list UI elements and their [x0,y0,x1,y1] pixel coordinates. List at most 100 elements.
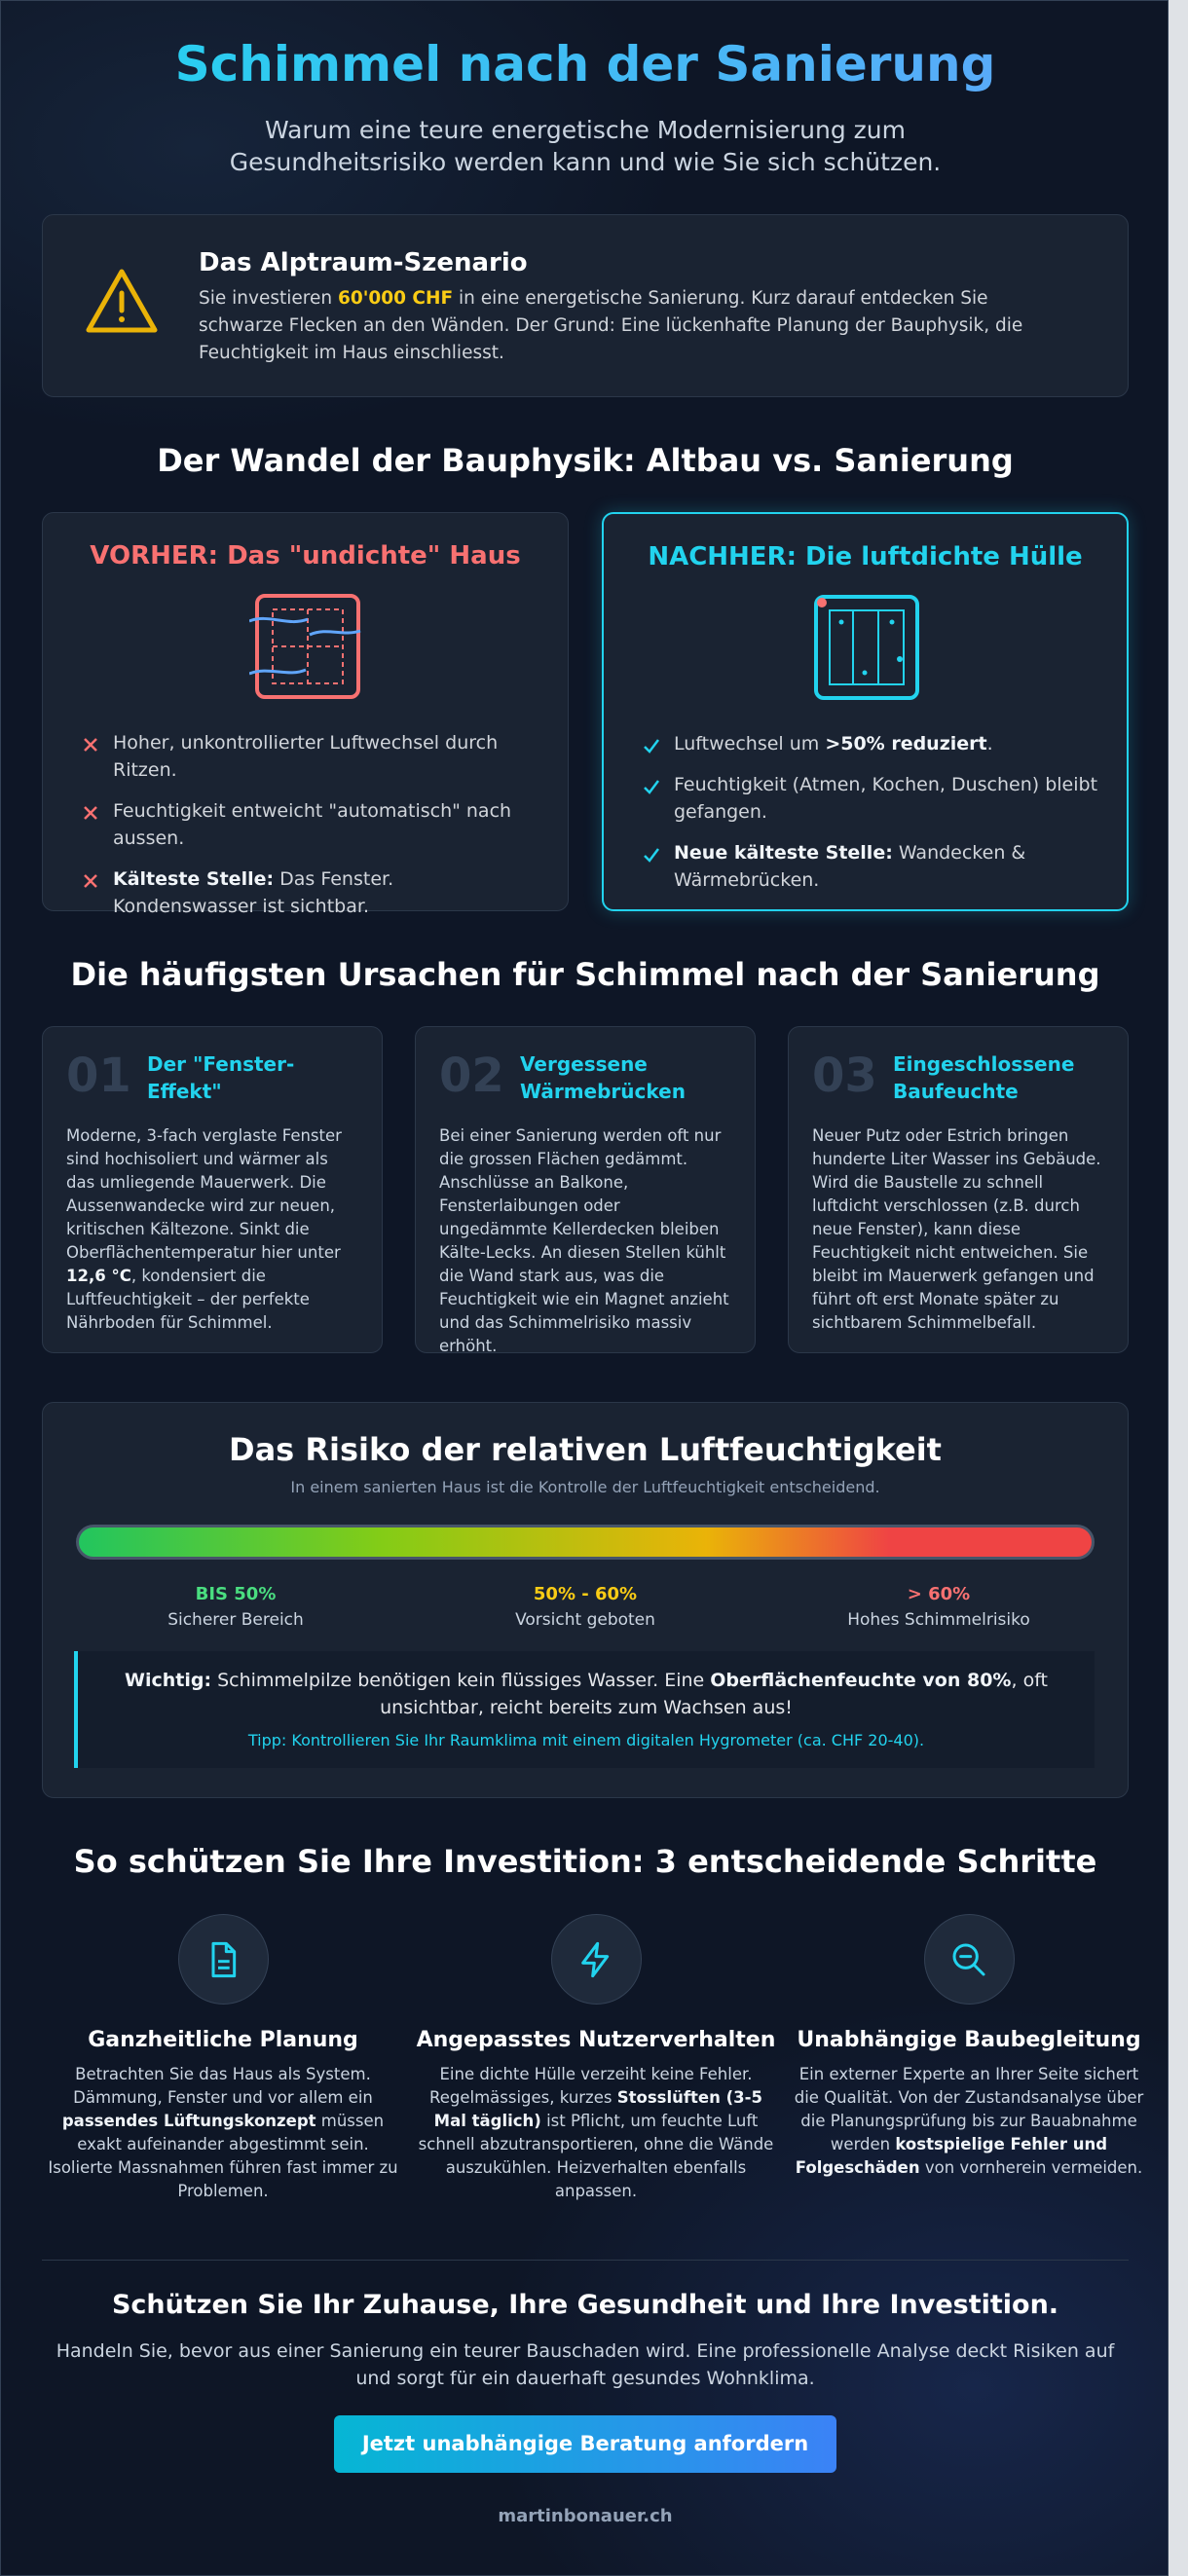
zone-label: BIS 50% [195,1584,277,1604]
step-title: Angepasstes Nutzerverhalten [416,2028,776,2052]
comparison-heading: Der Wandel der Bauphysik: Altbau vs. San… [157,442,1014,479]
cta: Schützen Sie Ihr Zuhause, Ihre Gesundhei… [42,2287,1129,2526]
cause-card: 03 Eingeschlossene Baufeuchte Neuer Putz… [788,1026,1129,1353]
step-title: Unabhängige Baubegleitung [797,2028,1141,2052]
zone-description: Hohes Schimmelrisiko [847,1610,1030,1630]
humidity-card: Das Risiko der relativen Luftfeuchtigkei… [42,1402,1129,1798]
step-icon [550,1914,642,2005]
before-item: Hoher, unkontrollierter Luftwechsel durc… [82,729,542,784]
text-run: von vornherein vermeiden. [919,2158,1143,2177]
emphasis: 60'000 CHF [337,288,454,309]
steps-heading: So schützen Sie Ihre Investition: 3 ents… [73,1843,1097,1880]
emphasis: Stosslüften (3-5 Mal täglich) [433,2088,762,2130]
text-run: müssen exakt aufeinander abgestimmt sein… [48,2112,398,2200]
text-run: Schimmelpilze benötigen kein flüssiges W… [211,1670,711,1691]
step: Ganzheitliche Planung Betrachten Sie das… [42,1914,404,2203]
alert-title: Das Alptraum-Szenario [199,248,528,277]
text-run: . [986,733,993,754]
after-list: Luftwechsel um >50% reduziert. Feuchtigk… [604,730,1127,907]
humidity-subtitle: In einem sanierten Haus ist die Kontroll… [290,1478,880,1496]
after-item: Neue kälteste Stelle: Wandecken & Wärmeb… [643,839,1101,894]
text-run: Feuchtigkeit (Atmen, Kochen, Duschen) bl… [674,774,1098,823]
text-run: Sie investieren [199,288,338,309]
emphasis: Neue kälteste Stelle: [674,842,893,864]
cause-number: 01 [66,1049,131,1103]
header: Schimmel nach der Sanierung Warum eine t… [42,30,1129,178]
humidity-title: Das Risiko der relativen Luftfeuchtigkei… [229,1431,942,1468]
humidity-bar [76,1525,1095,1560]
title: Schimmel nach der Sanierung [42,30,1129,98]
cause-text: Bei einer Sanierung werden oft nur die g… [439,1124,731,1358]
warning-icon [86,269,158,333]
step: Unabhängige Baubegleitung Ein externer E… [788,1914,1150,2180]
airtight-house-icon [814,595,919,700]
step: Angepasstes Nutzerverhalten Eine dichte … [415,1914,777,2203]
zone-description: Sicherer Bereich [167,1610,304,1630]
zone-label: > 60% [907,1584,971,1604]
before-item: Kälteste Stelle: Das Fenster. Kondenswas… [82,865,542,920]
text-run: in eine energetische Sanierung. Kurz dar… [199,288,1023,363]
zone: 50% - 60% Vorsicht geboten [439,1582,731,1633]
step-text: Eine dichte Hülle verzeiht keine Fehler.… [415,2063,777,2203]
note-box: Wichtig: Schimmelpilze benötigen kein fl… [74,1651,1095,1768]
emphasis: >50% reduziert [825,733,987,754]
alert-content: Das Alptraum-Szenario Sie investieren 60… [199,244,1069,367]
cta-button[interactable]: Jetzt unabhängige Beratung anfordern [334,2415,836,2473]
text-run: Eine dichte Hülle verzeiht keine Fehler.… [429,2065,753,2107]
steps: Ganzheitliche Planung Betrachten Sie das… [42,1914,1143,2206]
cause-text: Moderne, 3-fach verglaste Fenster sind h… [66,1124,358,1335]
emphasis: kostspielige Fehler und Folgeschäden [795,2135,1108,2177]
cause-card: 01 Der "Fenster-Effekt" Moderne, 3-fach … [42,1026,383,1353]
cause-text: Neuer Putz oder Estrich bringen hunderte… [812,1124,1104,1335]
text-run: Luftwechsel um [674,733,826,754]
before-item: Feuchtigkeit entweicht "automatisch" nac… [82,797,542,852]
tip-text: Tipp: Kontrollieren Sie Ihr Raumklima mi… [247,1731,925,1749]
text-run: Neuer Putz oder Estrich bringen hunderte… [812,1126,1101,1332]
text-run: Ein externer Experte an Ihrer Seite sich… [794,2065,1144,2153]
text-run: Das Fenster. Kondenswasser ist sichtbar. [113,868,394,917]
leaky-house-icon [249,594,361,699]
after-item: Feuchtigkeit (Atmen, Kochen, Duschen) bl… [643,771,1101,826]
cause-title: Vergessene Wärmebrücken [520,1052,686,1103]
emphasis: Oberflächenfeuchte von 80% [710,1670,1012,1691]
note-text: Wichtig: Schimmelpilze benötigen kein fl… [97,1667,1075,1721]
cause-card: 02 Vergessene Wärmebrücken Bei einer San… [415,1026,756,1355]
footer-site[interactable]: martinbonauer.ch [498,2506,673,2526]
text-run: , oft unsichtbar, reicht bereits zum Wac… [380,1670,1048,1718]
emphasis: passendes Lüftungskonzept [61,2112,316,2130]
text-run: Feuchtigkeit entweicht "automatisch" nac… [113,800,512,849]
text-run: Wandecken & Wärmebrücken. [674,842,1026,891]
causes-heading: Die häufigsten Ursachen für Schimmel nac… [70,956,1100,993]
step-title: Ganzheitliche Planung [88,2028,358,2052]
cta-text: Handeln Sie, bevor aus einer Sanierung e… [56,2340,1115,2389]
text-run: Bei einer Sanierung werden oft nur die g… [439,1126,729,1355]
text-run: ist Pflicht, um feuchte Luft schnell abz… [418,2112,774,2200]
step-icon [923,1914,1015,2005]
zone: > 60% Hohes Schimmelrisiko [793,1582,1085,1633]
cause-number: 03 [812,1049,877,1103]
text-run: Betrachten Sie das Haus als System. Dämm… [73,2065,373,2107]
cause-title: Der "Fenster-Effekt" [147,1052,295,1103]
after-title: NACHHER: Die luftdichte Hülle [648,542,1083,571]
before-list: Hoher, unkontrollierter Luftwechsel durc… [43,729,568,934]
subtitle: Warum eine teure energetische Modernisie… [229,116,942,176]
before-title: VORHER: Das "undichte" Haus [90,541,521,570]
step-icon [177,1914,269,2005]
emphasis: 12,6 °C [66,1267,131,1285]
comparison: VORHER: Das "undichte" Haus Hoher, unkon… [42,512,1129,917]
divider [42,2260,1129,2261]
step-text: Betrachten Sie das Haus als System. Dämm… [42,2063,404,2203]
step-text: Ein externer Experte an Ihrer Seite sich… [788,2063,1150,2180]
zone-description: Vorsicht geboten [515,1610,655,1630]
text-run: Hoher, unkontrollierter Luftwechsel durc… [113,732,499,781]
cause-title: Eingeschlossene Baufeuchte [893,1052,1075,1103]
zone: BIS 50% Sicherer Bereich [90,1582,382,1633]
causes: 01 Der "Fenster-Effekt" Moderne, 3-fach … [42,1026,1129,1355]
emphasis: Kälteste Stelle: [113,868,275,890]
text-run: , kondensiert die Luftfeuchtigkeit – der… [66,1267,310,1332]
after-card: NACHHER: Die luftdichte Hülle Luftwechse… [602,512,1129,911]
cause-number: 02 [439,1049,504,1103]
text-run: Moderne, 3-fach verglaste Fenster sind h… [66,1126,342,1262]
